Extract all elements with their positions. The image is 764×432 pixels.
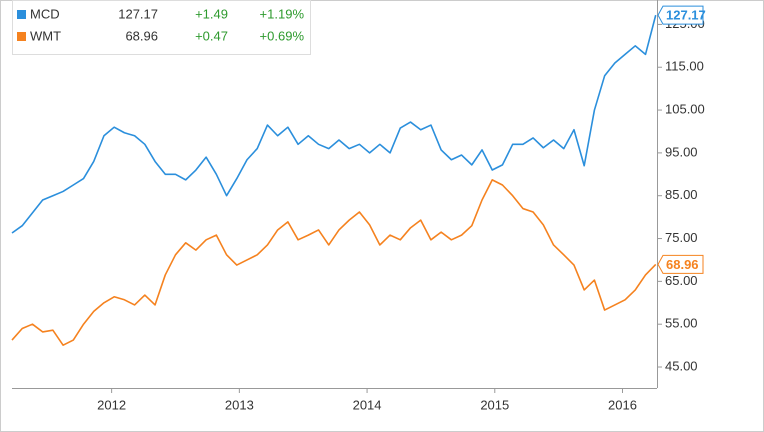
x-tick-label: 2013 xyxy=(225,397,254,412)
end-tag: 127.17 xyxy=(657,5,706,25)
y-tick-label: 55.00 xyxy=(665,316,698,331)
end-tag-box xyxy=(657,254,704,274)
series-line xyxy=(11,179,657,346)
x-tick-label: 2012 xyxy=(97,397,126,412)
y-tick-label: 75.00 xyxy=(665,230,698,245)
legend-swatch xyxy=(17,10,26,19)
legend-name: WMT xyxy=(30,28,61,43)
y-tick-label: 45.00 xyxy=(665,358,698,373)
legend-price: 68.96 xyxy=(125,28,158,43)
x-tick-label: 2014 xyxy=(353,397,382,412)
x-tick-label: 2016 xyxy=(608,397,637,412)
y-tick-label: 95.00 xyxy=(665,144,698,159)
legend-change: +1.49 xyxy=(195,6,228,21)
legend-change-pct: +0.69% xyxy=(260,28,305,43)
y-tick-label: 105.00 xyxy=(665,101,705,116)
x-tick-label: 2015 xyxy=(480,397,509,412)
legend-box xyxy=(12,0,311,55)
legend-price: 127.17 xyxy=(118,6,158,21)
y-tick-label: 85.00 xyxy=(665,187,698,202)
end-tag-label: 127.17 xyxy=(666,8,706,23)
legend-swatch xyxy=(17,32,26,41)
legend-change-pct: +1.19% xyxy=(260,6,305,21)
end-tag-box xyxy=(657,5,704,25)
legend-change: +0.47 xyxy=(195,28,228,43)
end-tag-label: 68.96 xyxy=(666,257,699,272)
legend: MCD 127.17 +1.49 +1.19% WMT 68.96 +0.47 +0.69% xyxy=(12,0,311,55)
y-tick-label: 115.00 xyxy=(665,59,704,74)
legend-name: MCD xyxy=(30,6,60,21)
end-tag: 68.96 xyxy=(657,254,704,274)
series-line xyxy=(11,14,657,234)
y-tick-label: 65.00 xyxy=(665,273,698,288)
